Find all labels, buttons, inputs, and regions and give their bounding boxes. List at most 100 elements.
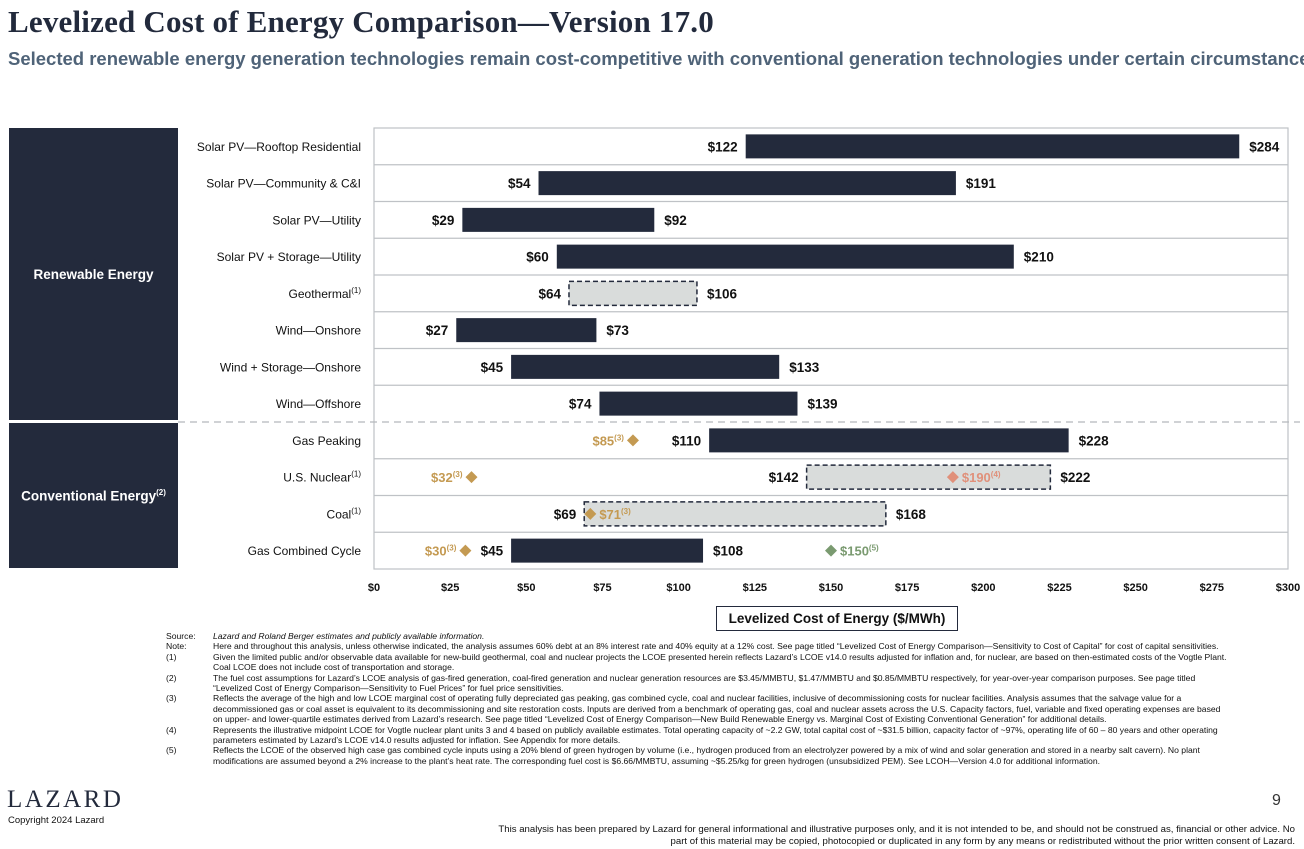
category-label: Solar PV—Utility: [272, 213, 361, 227]
bar-high-label: $168: [896, 507, 927, 522]
note-key: Source:: [166, 631, 196, 641]
range-bar: [462, 207, 655, 232]
marker-label: $71(3): [599, 507, 631, 522]
note-key: (4): [166, 724, 177, 735]
x-tick-label: $200: [971, 582, 995, 594]
x-tick-label: $250: [1123, 582, 1147, 594]
category-label: Gas Peaking: [292, 434, 361, 448]
x-tick-label: $275: [1200, 582, 1224, 594]
bar-low-label: $27: [426, 323, 449, 338]
note-text: Reflects the average of the high and low…: [213, 693, 1221, 725]
category-label: Coal(1): [327, 506, 362, 521]
range-bar: [568, 280, 698, 307]
category-label: U.S. Nuclear(1): [283, 470, 361, 485]
note-text: The fuel cost assumptions for Lazard’s L…: [213, 672, 1196, 694]
note-1: (1) Given the limited public and/or obser…: [166, 652, 1231, 673]
bar-low-label: $110: [672, 433, 701, 448]
bar-high-label: $108: [713, 544, 744, 559]
disclaimer: This analysis has been prepared by Lazar…: [498, 824, 1295, 847]
range-bar: [745, 134, 1240, 159]
bar-low-label: $45: [481, 544, 504, 559]
x-tick-label: $225: [1047, 582, 1071, 594]
note-5: (5) Reflects the LCOE of the observed hig…: [166, 745, 1231, 766]
marker-diamond: [465, 471, 478, 484]
marker-label: $32(3): [431, 470, 463, 485]
category-label: Wind + Storage—Onshore: [220, 360, 361, 374]
note-general: Note: Here and throughout this analysis, …: [166, 641, 1231, 651]
marker-diamond: [946, 471, 959, 484]
page-number: 9: [1272, 792, 1281, 809]
bar-high-label: $284: [1249, 139, 1280, 154]
copyright: Copyright 2024 Lazard: [8, 815, 105, 826]
range-bar: [456, 318, 597, 343]
range-bar: [599, 391, 798, 416]
bar-high-label: $106: [707, 286, 738, 301]
bar-low-label: $142: [769, 470, 799, 485]
page-title: Levelized Cost of Energy Comparison—Vers…: [8, 4, 714, 39]
category-label: Wind—Offshore: [276, 397, 361, 411]
range-bar: [538, 171, 956, 196]
x-tick-label: $0: [368, 582, 380, 594]
group-footnote: (2): [156, 487, 166, 497]
x-tick-label: $50: [517, 582, 535, 594]
note-key: (2): [166, 672, 177, 683]
bar-low-label: $60: [526, 250, 549, 265]
range-bar: [511, 354, 780, 379]
bar-high-label: $210: [1024, 250, 1054, 265]
bar-low-label: $74: [569, 397, 592, 412]
note-text: Lazard and Roland Berger estimates and p…: [213, 631, 485, 641]
note-key: Note:: [166, 641, 187, 652]
lazard-logo: LAZARD: [7, 786, 124, 813]
range-bar: [556, 244, 1014, 269]
bar-high-label: $222: [1060, 470, 1090, 485]
footnotes: Source: Lazard and Roland Berger estimate…: [166, 631, 1231, 766]
note-4: (4) Represents the illustrative midpoint …: [166, 725, 1231, 746]
bar-low-label: $29: [432, 213, 455, 228]
lcoe-chart: $0 $25 $50 $75 $100 $125 $150 $175 $200 $225 $250 $…: [178, 127, 1300, 594]
note-text: Given the limited public and/or observab…: [213, 651, 1227, 673]
category-label: Wind—Onshore: [276, 324, 362, 338]
category-label: Solar PV—Rooftop Residential: [197, 140, 361, 154]
bar-high-label: $191: [966, 176, 997, 191]
bar-low-label: $54: [508, 176, 531, 191]
bar-low-label: $45: [481, 360, 504, 375]
range-bar: [511, 538, 704, 563]
category-label: Solar PV—Community & C&I: [206, 177, 361, 191]
group-conventional-energy: Conventional Energy(2): [9, 423, 178, 568]
marker-diamond: [459, 544, 472, 557]
marker-diamond: [584, 507, 597, 520]
group-renewable-energy: Renewable Energy: [9, 128, 178, 420]
x-tick-label: $25: [441, 582, 459, 594]
category-label: Gas Combined Cycle: [248, 544, 362, 558]
marker-label: $150(5): [840, 544, 879, 559]
range-bar: [583, 501, 887, 527]
x-tick-label: $100: [666, 582, 690, 594]
note-3: (3) Reflects the average of the high and …: [166, 693, 1231, 724]
note-key: (5): [166, 745, 177, 756]
note-text: Reflects the LCOE of the observed high c…: [213, 745, 1200, 766]
note-2: (2) The fuel cost assumptions for Lazard’…: [166, 673, 1231, 694]
bar-low-label: $64: [538, 286, 561, 301]
note-key: (1): [166, 651, 177, 662]
marker-label: $85(3): [592, 433, 624, 448]
x-tick-label: $300: [1276, 582, 1300, 594]
bar-low-label: $122: [708, 139, 738, 154]
x-tick-label: $75: [593, 582, 611, 594]
bar-high-label: $73: [606, 323, 629, 338]
x-tick-label: $125: [743, 582, 767, 594]
bar-high-label: $92: [664, 213, 687, 228]
group-label: Renewable Energy: [33, 266, 154, 282]
range-bar: [805, 464, 1052, 490]
category-label: Geothermal(1): [289, 286, 362, 301]
category-label: Solar PV + Storage—Utility: [217, 250, 361, 264]
note-text: Represents the illustrative midpoint LCO…: [213, 724, 1218, 746]
bar-high-label: $139: [807, 397, 837, 412]
x-tick-label: $175: [895, 582, 919, 594]
bar-low-label: $69: [554, 507, 577, 522]
x-tick-label: $150: [819, 582, 843, 594]
x-axis-title: Levelized Cost of Energy ($/MWh): [716, 606, 958, 631]
note-key: (3): [166, 693, 177, 704]
group-label: Conventional Energy: [21, 488, 157, 504]
bar-high-label: $228: [1079, 433, 1110, 448]
marker-diamond: [626, 434, 639, 447]
